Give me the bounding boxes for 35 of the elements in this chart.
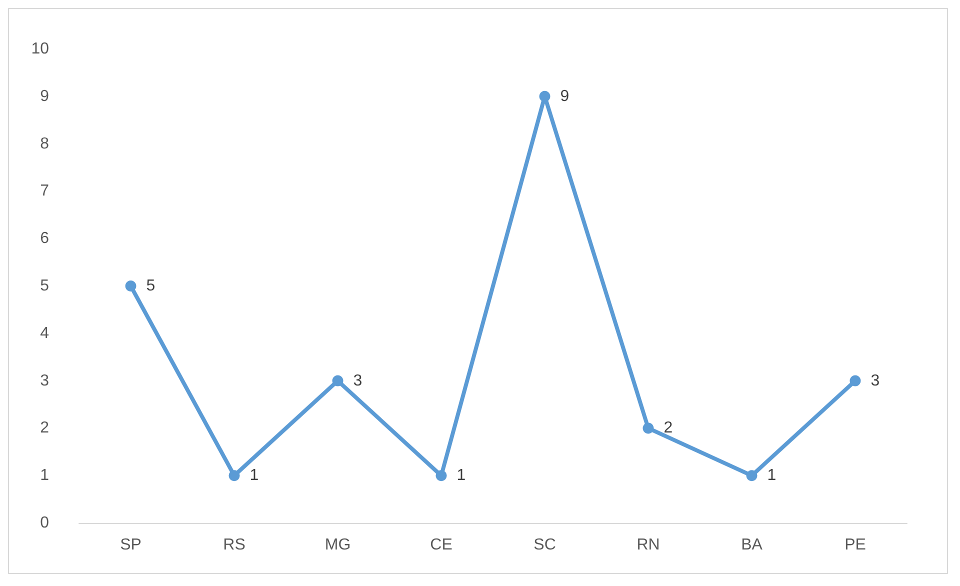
y-tick-label: 10	[31, 40, 50, 58]
y-tick-label: 1	[40, 467, 50, 484]
y-tick-label: 0	[40, 514, 50, 532]
point	[850, 375, 861, 386]
y-tick-label: 2	[40, 420, 50, 437]
data-label: 9	[560, 88, 570, 105]
data-label: 5	[146, 278, 156, 294]
x-tick-label: BA	[741, 536, 763, 554]
y-tick-label: 9	[40, 88, 50, 105]
data-label: 1	[250, 467, 259, 484]
data-label: 1	[456, 467, 466, 484]
point	[539, 90, 550, 102]
y-tick-label: 6	[40, 230, 50, 248]
data-label: 1	[767, 467, 776, 484]
point	[332, 375, 344, 386]
x-tick-label: PE	[844, 536, 866, 554]
point	[642, 422, 654, 434]
y-tick-label: 7	[40, 182, 50, 200]
x-tick-label: RS	[223, 536, 246, 554]
y-tick-label: 4	[40, 324, 50, 342]
x-tick-label: SP	[120, 536, 142, 554]
point	[125, 280, 136, 292]
x-tick-label: MG	[324, 536, 351, 554]
point	[228, 470, 240, 482]
y-tick-label: 8	[40, 135, 50, 152]
point	[436, 470, 447, 482]
y-tick-label: 3	[40, 372, 50, 390]
x-tick-label: RN	[636, 536, 660, 554]
point	[746, 470, 758, 482]
y-tick-label: 5	[40, 278, 50, 294]
x-tick-label: CE	[430, 536, 452, 554]
data-label: 2	[664, 420, 673, 437]
data-label: 3	[353, 372, 362, 390]
data-label: 3	[870, 372, 880, 390]
x-tick-label: SC	[534, 536, 556, 554]
